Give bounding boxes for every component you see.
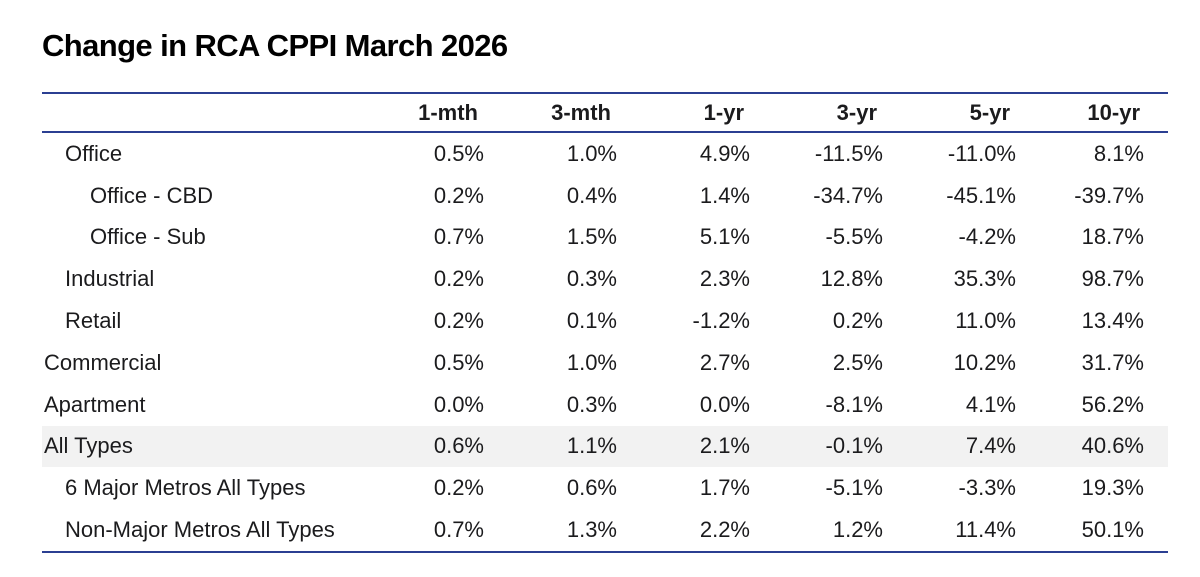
row-label: 6 Major Metros All Types <box>65 475 306 501</box>
value-cell: 31.7% <box>1081 349 1144 375</box>
value-cell: 0.0% <box>433 391 484 417</box>
value-cell: 0.3% <box>566 391 617 417</box>
value-cell: 1.7% <box>699 475 750 501</box>
value-cell: 1.1% <box>566 433 617 459</box>
value-cell: 1.4% <box>699 182 750 208</box>
table-row: Commercial 0.5% 1.0% 2.7% 2.5% 10.2% 31.7% <box>42 342 1168 384</box>
row-label: Commercial <box>44 349 162 375</box>
value-cell: 1.5% <box>566 224 617 250</box>
column-header-1mth: 1-mth <box>351 92 484 133</box>
value-cell: 0.2% <box>433 308 484 334</box>
table-body: Office 0.5% 1.0% 4.9% -11.5% -11.0% 8.1% Office… <box>42 132 1168 553</box>
value-cell: 98.7% <box>1081 266 1144 292</box>
value-cell: 56.2% <box>1081 391 1144 417</box>
value-cell: 0.4% <box>566 182 617 208</box>
value-cell: -39.7% <box>1074 182 1144 208</box>
row-label: Retail <box>65 308 122 334</box>
value-cell: 0.0% <box>699 391 750 417</box>
value-cell: 19.3% <box>1081 475 1144 501</box>
table-row: Office - CBD 0.2% 0.4% 1.4% -34.7% -45.1% -39.… <box>42 175 1168 217</box>
column-header-blank <box>42 92 351 133</box>
value-cell: -8.1% <box>825 391 883 417</box>
value-cell: 0.6% <box>433 433 484 459</box>
value-cell: 0.7% <box>433 224 484 250</box>
value-cell: 11.0% <box>955 308 1016 334</box>
value-cell: 4.1% <box>965 391 1016 417</box>
value-cell: 2.5% <box>832 349 883 375</box>
value-cell: -5.1% <box>825 475 883 501</box>
row-label: All Types <box>44 433 133 459</box>
value-cell: 2.3% <box>699 266 750 292</box>
row-label: Apartment <box>44 391 146 417</box>
table-row: Office - Sub 0.7% 1.5% 5.1% -5.5% -4.2% 18.7% <box>42 217 1168 259</box>
value-cell: 7.4% <box>965 433 1016 459</box>
value-cell: 0.7% <box>351 509 484 553</box>
value-cell: 50.1% <box>1016 509 1168 553</box>
value-cell: 18.7% <box>1081 224 1144 250</box>
value-cell: 5.1% <box>699 224 750 250</box>
value-cell: 11.4% <box>883 509 1016 553</box>
value-cell: 2.2% <box>617 509 750 553</box>
table-row: Industrial 0.2% 0.3% 2.3% 12.8% 35.3% 98.7% <box>42 258 1168 300</box>
row-label: Office <box>65 140 123 166</box>
table-header-row: 1-mth 3-mth 1-yr 3-yr 5-yr 10-yr <box>42 92 1168 133</box>
value-cell: 35.3% <box>953 266 1016 292</box>
value-cell: -3.3% <box>958 475 1016 501</box>
value-cell: -0.1% <box>825 433 883 459</box>
value-cell: 4.9% <box>699 140 750 166</box>
page-title: Change in RCA CPPI March 2026 <box>42 28 508 63</box>
value-cell: 1.0% <box>566 349 617 375</box>
row-label: Industrial <box>65 266 155 292</box>
table-row: Apartment 0.0% 0.3% 0.0% -8.1% 4.1% 56.2% <box>42 384 1168 426</box>
row-label: Non-Major Metros All Types <box>42 509 351 553</box>
table-row: All Types 0.6% 1.1% 2.1% -0.1% 7.4% 40.6% <box>42 425 1168 468</box>
value-cell: 0.3% <box>566 266 617 292</box>
value-cell: 0.2% <box>433 475 484 501</box>
cppi-table: 1-mth 3-mth 1-yr 3-yr 5-yr 10-yr Office 0… <box>42 92 1168 553</box>
value-cell: 1.3% <box>484 509 617 553</box>
value-cell: 12.8% <box>820 266 883 292</box>
value-cell: -11.5% <box>814 140 883 166</box>
column-header-1yr: 1-yr <box>617 92 750 133</box>
value-cell: 10.2% <box>953 349 1016 375</box>
row-label: Office - CBD <box>90 182 214 208</box>
table-row: Office 0.5% 1.0% 4.9% -11.5% -11.0% 8.1% <box>42 132 1168 175</box>
table-row: 6 Major Metros All Types 0.2% 0.6% 1.7% -5.1… <box>42 467 1168 509</box>
value-cell: -1.2% <box>692 308 750 334</box>
value-cell: 2.1% <box>699 433 750 459</box>
value-cell: 2.7% <box>699 349 750 375</box>
value-cell: -11.0% <box>947 140 1016 166</box>
table-row: Retail 0.2% 0.1% -1.2% 0.2% 11.0% 13.4% <box>42 300 1168 342</box>
row-label: Office - Sub <box>90 224 206 250</box>
value-cell: -4.2% <box>958 224 1016 250</box>
table-row: Non-Major Metros All Types 0.7% 1.3% 2.2% 1.… <box>42 509 1168 553</box>
column-header-3mth: 3-mth <box>484 92 617 133</box>
value-cell: 0.2% <box>433 182 484 208</box>
value-cell: 0.5% <box>433 140 484 166</box>
value-cell: 40.6% <box>1081 433 1144 459</box>
value-cell: 0.6% <box>566 475 617 501</box>
column-header-5yr: 5-yr <box>883 92 1016 133</box>
value-cell: -45.1% <box>946 182 1016 208</box>
value-cell: -34.7% <box>813 182 883 208</box>
column-header-10yr: 10-yr <box>1016 92 1168 133</box>
value-cell: 0.2% <box>832 308 883 334</box>
value-cell: 1.2% <box>750 509 883 553</box>
value-cell: 1.0% <box>566 140 617 166</box>
value-cell: 0.1% <box>566 308 617 334</box>
value-cell: 13.4% <box>1081 308 1144 334</box>
table-header: 1-mth 3-mth 1-yr 3-yr 5-yr 10-yr <box>42 92 1168 133</box>
value-cell: 0.2% <box>433 266 484 292</box>
value-cell: 8.1% <box>1093 140 1144 166</box>
column-header-3yr: 3-yr <box>750 92 883 133</box>
value-cell: 0.5% <box>433 349 484 375</box>
value-cell: -5.5% <box>825 224 883 250</box>
